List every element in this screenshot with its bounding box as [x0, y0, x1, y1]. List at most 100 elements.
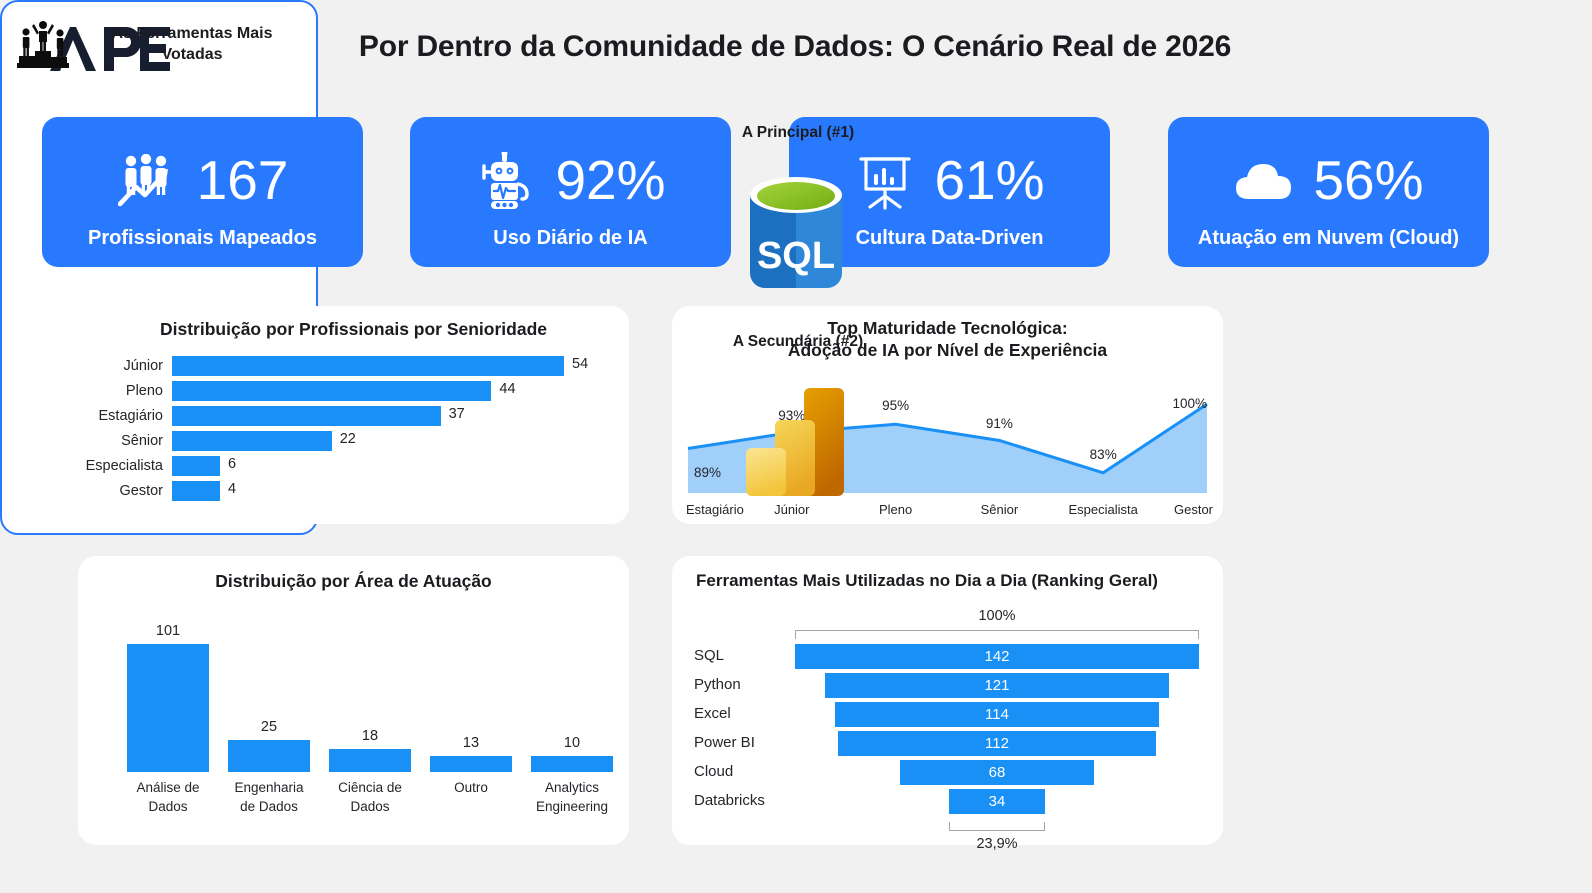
- seniority-bar-value: 37: [448, 406, 465, 422]
- secondary-tool-label: A Secundária (#2): [732, 333, 864, 350]
- top-tools-title-line2: Votadas: [161, 46, 223, 64]
- sql-server-logo: SQL: [740, 172, 852, 295]
- column-chart: 101 Análise de Dados 25 Engenharia de Dados 18…: [78, 612, 629, 840]
- column-bar: [329, 749, 411, 772]
- robot-icon: [475, 150, 537, 212]
- area-x-label: Gestor: [1173, 502, 1213, 517]
- column-value: 10: [563, 735, 581, 751]
- top-tools-title: As Ferramentas Mais Votadas: [80, 20, 304, 65]
- seniority-bar-value: 54: [572, 356, 589, 372]
- column-bar: [127, 644, 209, 772]
- column-bar: [430, 755, 512, 772]
- column-item: 18 Ciência de Dados: [320, 728, 420, 814]
- funnel-category-label: Python: [694, 676, 741, 693]
- seniority-bar-track: 6: [172, 453, 629, 478]
- kpi-label: Atuação em Nuvem (Cloud): [1197, 226, 1460, 249]
- area-x-label: Estagiário: [686, 502, 744, 517]
- funnel-top-bracket: [795, 630, 1199, 639]
- column-category-label: Outro: [454, 780, 488, 795]
- area-x-label: Pleno: [878, 502, 913, 517]
- seniority-bar-row: Estagiário 37: [78, 403, 629, 428]
- power-bi-logo: [742, 382, 850, 505]
- primary-tool-label: A Principal (#1): [741, 124, 855, 141]
- kpi-card-uso-diario-de-ia[interactable]: 92% Uso Diário de IA: [410, 117, 731, 267]
- seniority-bar-list: Júnior 54 Pleno 44 Estagiário 37 Sênior 22 Espec…: [78, 353, 629, 503]
- area-line: [687, 402, 1208, 475]
- chart-title: Distribuição por Profissionais por Senio…: [159, 319, 548, 339]
- funnel-category-label: Databricks: [694, 792, 765, 809]
- column-bar: [531, 756, 613, 772]
- funnel-category-label: SQL: [694, 647, 725, 664]
- area-x-label: Júnior: [774, 502, 810, 517]
- seniority-bar: [172, 455, 220, 476]
- funnel-bar: 34: [948, 789, 1046, 814]
- seniority-category-label: Júnior: [123, 357, 164, 374]
- seniority-bar-row: Especialista 6: [78, 453, 629, 478]
- chart-title-line2: Adoção de IA por Nível de Experiência: [787, 340, 1108, 361]
- funnel-chart: 100% SQL 142 Python 121 Excel 114 Power BI 112 Cl…: [672, 596, 1223, 852]
- chart-card-ferramentas-funnel: Ferramentas Mais Utilizadas no Dia a Dia…: [672, 556, 1223, 852]
- area-value-label: 83%: [1089, 446, 1117, 462]
- seniority-bar-row: Gestor 4: [78, 478, 629, 503]
- seniority-bar-value: 4: [228, 481, 237, 497]
- area-x-label: Sênior: [980, 502, 1019, 517]
- chart-title: Distribuição por Área de Atuação: [215, 571, 492, 591]
- column-item: 10 Analytics Engineering: [522, 735, 622, 814]
- funnel-row: Cloud 68: [672, 760, 1223, 789]
- kpi-label: Profissionais Mapeados: [88, 226, 317, 249]
- column-value: 13: [462, 734, 480, 751]
- funnel-bar: 112: [837, 731, 1157, 756]
- seniority-category-label: Gestor: [119, 482, 163, 499]
- funnel-bar: 114: [834, 702, 1160, 727]
- seniority-bar: [172, 380, 492, 401]
- funnel-category-label: Cloud: [694, 763, 734, 780]
- sql-logo-text: SQL: [757, 235, 835, 277]
- column-item: 25 Engenharia de Dados: [219, 719, 319, 814]
- chart-card-seniority: Distribuição por Profissionais por Senio…: [78, 306, 629, 524]
- cloud-icon: [1233, 150, 1295, 212]
- kpi-card-profissionais-mapeados[interactable]: 167 Profissionais Mapeados: [42, 117, 363, 267]
- kpi-card-cultura-data-driven[interactable]: 61% Cultura Data-Driven: [789, 117, 1110, 267]
- seniority-bar-value: 6: [228, 456, 237, 472]
- seniority-bar-row: Pleno 44: [78, 378, 629, 403]
- column-category-label: Ciência de Dados: [338, 780, 402, 814]
- seniority-bar: [172, 480, 220, 501]
- seniority-bar: [172, 405, 441, 426]
- seniority-category-label: Sênior: [121, 432, 163, 449]
- column-category-label: Análise de Dados: [136, 780, 200, 814]
- podium-winners-icon: [16, 20, 70, 68]
- column-item: 101 Análise de Dados: [118, 623, 218, 814]
- seniority-bar-track: 54: [172, 353, 629, 378]
- funnel-row: SQL 142: [672, 644, 1223, 673]
- funnel-row: Python 121: [672, 673, 1223, 702]
- dashboard-header: Por Dentro da Comunidade de Dados: O Cen…: [0, 0, 1592, 105]
- area-value-label: 95%: [882, 398, 910, 414]
- seniority-bar-track: 44: [172, 378, 629, 403]
- funnel-row: Databricks 34: [672, 789, 1223, 818]
- funnel-category-label: Power BI: [694, 734, 755, 751]
- kpi-value: 92%: [555, 149, 666, 211]
- area-value-label: 89%: [694, 464, 722, 480]
- funnel-category-label: Excel: [694, 705, 731, 722]
- people-growth-icon: [117, 150, 179, 212]
- column-item: 13 Outro: [421, 735, 521, 795]
- seniority-bar-track: 22: [172, 428, 629, 453]
- chart-card-area-atuacao: Distribuição por Área de Atuação 101 Anál…: [78, 556, 629, 845]
- column-bar: [228, 740, 310, 772]
- presentation-chart-icon: [854, 150, 916, 212]
- kpi-label: Uso Diário de IA: [493, 226, 648, 249]
- column-value: 101: [155, 623, 181, 639]
- kpi-card-atuacao-em-nuvem[interactable]: 56% Atuação em Nuvem (Cloud): [1168, 117, 1489, 267]
- chart-title: Ferramentas Mais Utilizadas no Dia a Dia…: [696, 571, 1158, 590]
- seniority-category-label: Especialista: [85, 457, 163, 474]
- area-x-label: Especialista: [1068, 502, 1138, 517]
- funnel-bar: 121: [824, 673, 1170, 698]
- area-value-label: 100%: [1172, 396, 1207, 412]
- seniority-bar-row: Sênior 22: [78, 428, 629, 453]
- seniority-bar-track: 4: [172, 478, 629, 503]
- funnel-bottom-bracket-label: 23,9%: [976, 836, 1018, 852]
- funnel-bottom-bracket: [948, 822, 1046, 831]
- column-category-label: Analytics Engineering: [535, 780, 609, 814]
- area-value-label: 93%: [778, 408, 806, 424]
